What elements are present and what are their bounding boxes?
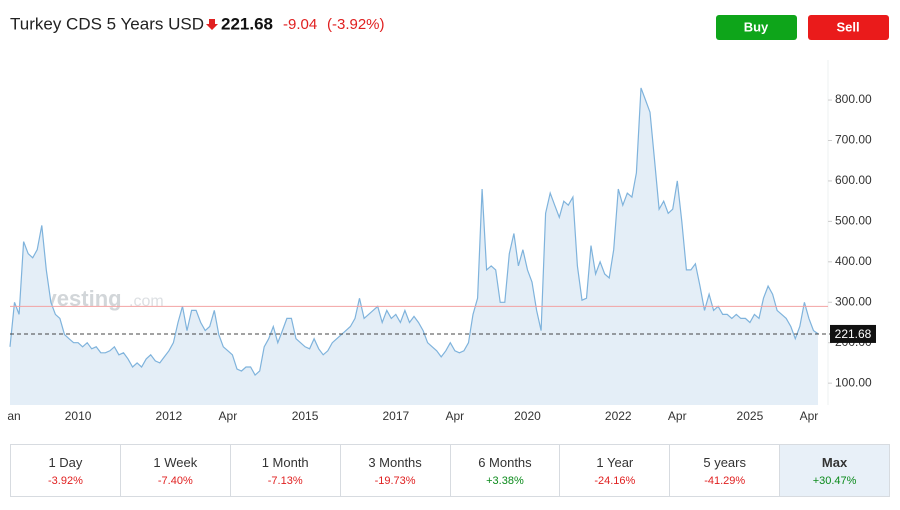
period-change: +3.38% bbox=[486, 475, 524, 487]
period-label[interactable]: 1 Week bbox=[153, 455, 198, 470]
period-tab[interactable]: 5 years -41.29% bbox=[670, 445, 781, 496]
y-tick-label: 500.00 bbox=[835, 214, 872, 228]
y-tick-label: 400.00 bbox=[835, 254, 872, 268]
period-label[interactable]: 1 Year bbox=[596, 455, 634, 470]
x-tick-label: 2025 bbox=[737, 409, 764, 423]
sell-button[interactable] bbox=[808, 15, 889, 40]
x-tick-label: Apr bbox=[219, 409, 238, 423]
period-label[interactable]: 3 Months bbox=[368, 455, 422, 470]
period-tab[interactable]: 6 Months +3.38% bbox=[451, 445, 561, 496]
y-tick-label: 300.00 bbox=[835, 294, 872, 308]
period-label[interactable]: 1 Month bbox=[261, 455, 309, 470]
period-label[interactable]: Max bbox=[821, 455, 848, 470]
buy-label[interactable]: Buy bbox=[744, 19, 769, 34]
period-label[interactable]: 1 Day bbox=[48, 455, 83, 470]
x-tick-label: an bbox=[7, 409, 20, 423]
last-price: 221.68 bbox=[221, 14, 273, 33]
period-tab[interactable]: 1 Day -3.92% bbox=[11, 445, 121, 496]
sell-label[interactable]: Sell bbox=[836, 19, 859, 34]
chart: Turkey CDS 5 Years USD 221.68 -9.04 (-3.… bbox=[7, 14, 889, 423]
x-tick-label: 2015 bbox=[292, 409, 319, 423]
period-change: -3.92% bbox=[48, 475, 83, 487]
x-tick-label: 2010 bbox=[65, 409, 92, 423]
period-tab[interactable]: 1 Month -7.13% bbox=[231, 445, 341, 496]
y-tick-label: 100.00 bbox=[835, 375, 872, 389]
period-label[interactable]: 6 Months bbox=[478, 455, 532, 470]
period-change: -7.40% bbox=[157, 475, 193, 487]
buy-button[interactable] bbox=[716, 15, 797, 40]
period-tab[interactable]: 3 Months -19.73% bbox=[341, 445, 451, 496]
price-change-percent: (-3.92%) bbox=[327, 16, 385, 33]
period-change: -19.73% bbox=[374, 475, 416, 487]
period-tab[interactable]: 1 Year -24.16% bbox=[560, 445, 671, 496]
period-change: +30.47% bbox=[812, 475, 857, 487]
price-change: -9.04 bbox=[283, 16, 317, 33]
x-tick-label: Apr bbox=[800, 409, 819, 423]
period-change: -24.16% bbox=[594, 475, 636, 487]
x-tick-label: 2022 bbox=[605, 409, 632, 423]
watermark-domain: .com bbox=[129, 293, 164, 310]
y-tick-label: 800.00 bbox=[835, 92, 872, 106]
x-tick-label: Apr bbox=[668, 409, 687, 423]
period-change: -7.13% bbox=[267, 475, 303, 487]
area-fill bbox=[10, 87, 818, 406]
y-tick-label: 600.00 bbox=[835, 173, 872, 187]
y-tick-label: 700.00 bbox=[835, 133, 872, 147]
period-tab[interactable]: 1 Week -7.40% bbox=[121, 445, 231, 496]
period-tabs: 1 Day -3.92% 1 Week -7.40% 1 Month -7.13% 3 Mo… bbox=[10, 444, 890, 497]
period-tab[interactable]: Max +30.47% bbox=[780, 445, 889, 496]
last-price-axis-label: 221.68 bbox=[835, 327, 872, 341]
price-line bbox=[9, 87, 819, 377]
chart-title: Turkey CDS 5 Years USD bbox=[10, 14, 204, 33]
x-tick-label: Apr bbox=[446, 409, 465, 423]
x-tick-label: 2020 bbox=[514, 409, 541, 423]
x-tick-label: 2017 bbox=[382, 409, 409, 423]
period-change: -41.29% bbox=[704, 475, 746, 487]
x-tick-label: 2012 bbox=[156, 409, 183, 423]
down-arrow bbox=[206, 19, 218, 30]
last-price-box bbox=[830, 324, 876, 343]
period-label[interactable]: 5 years bbox=[703, 455, 746, 470]
